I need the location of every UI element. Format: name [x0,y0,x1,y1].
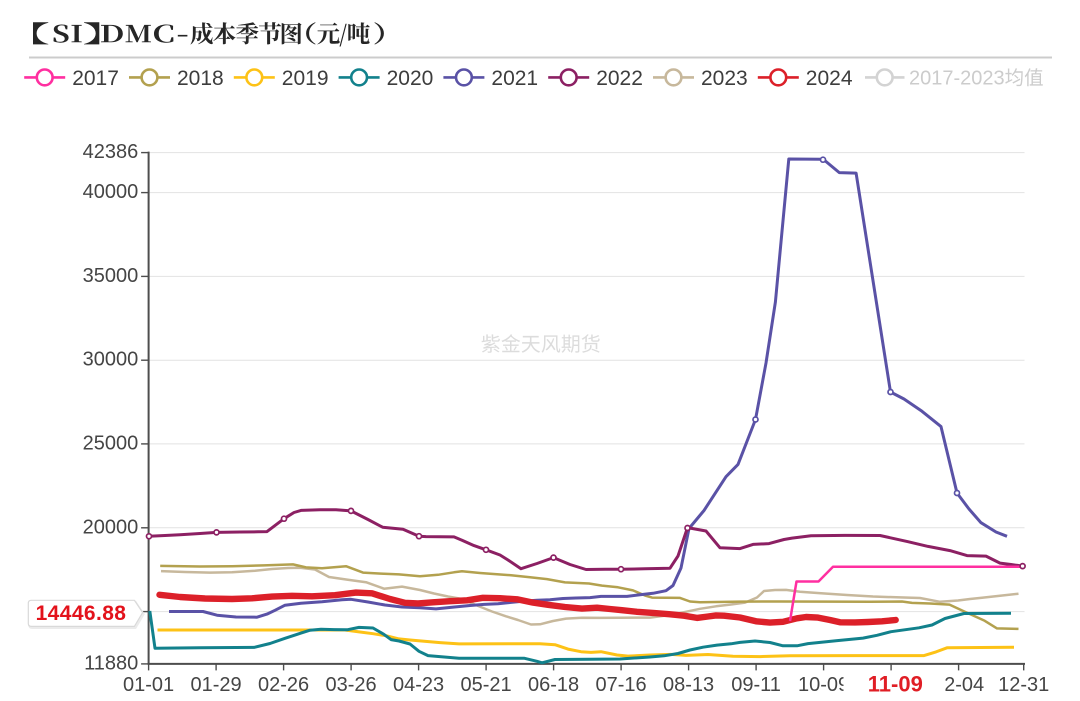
svg-text:2021: 2021 [491,67,538,90]
svg-text:20000: 20000 [83,516,139,538]
svg-text:14446.88: 14446.88 [36,602,127,625]
svg-text:35000: 35000 [83,265,139,287]
svg-text:02-26: 02-26 [258,674,309,696]
svg-text:25000: 25000 [83,432,139,454]
svg-text:12-04: 12-04 [933,674,984,696]
svg-text:11880: 11880 [84,652,138,674]
svg-text:2024: 2024 [806,67,853,90]
svg-text:10-09: 10-09 [798,674,849,696]
svg-text:08-13: 08-13 [663,674,714,696]
svg-text:2019: 2019 [282,67,329,90]
svg-text:2023: 2023 [701,67,748,90]
svg-text:2020: 2020 [387,67,434,90]
svg-text:07-16: 07-16 [596,674,647,696]
svg-text:2022: 2022 [596,67,643,90]
svg-text:42386: 42386 [83,141,139,163]
svg-text:2018: 2018 [177,67,224,90]
svg-text:05-21: 05-21 [461,674,512,696]
svg-text:40000: 40000 [83,181,139,203]
svg-text:03-26: 03-26 [326,674,377,696]
svg-text:2017-2023: 2017-2023 [909,68,1005,90]
svg-text:01-29: 01-29 [191,674,242,696]
svg-text:06-18: 06-18 [528,674,579,696]
svg-text:12-31: 12-31 [998,674,1049,696]
svg-text:2017: 2017 [72,67,119,90]
svg-text:09-11: 09-11 [731,674,781,696]
svg-text:04-23: 04-23 [393,674,444,696]
svg-text:11-09: 11-09 [868,672,923,697]
svg-text:30000: 30000 [83,349,139,371]
svg-text:01-01: 01-01 [123,674,174,696]
